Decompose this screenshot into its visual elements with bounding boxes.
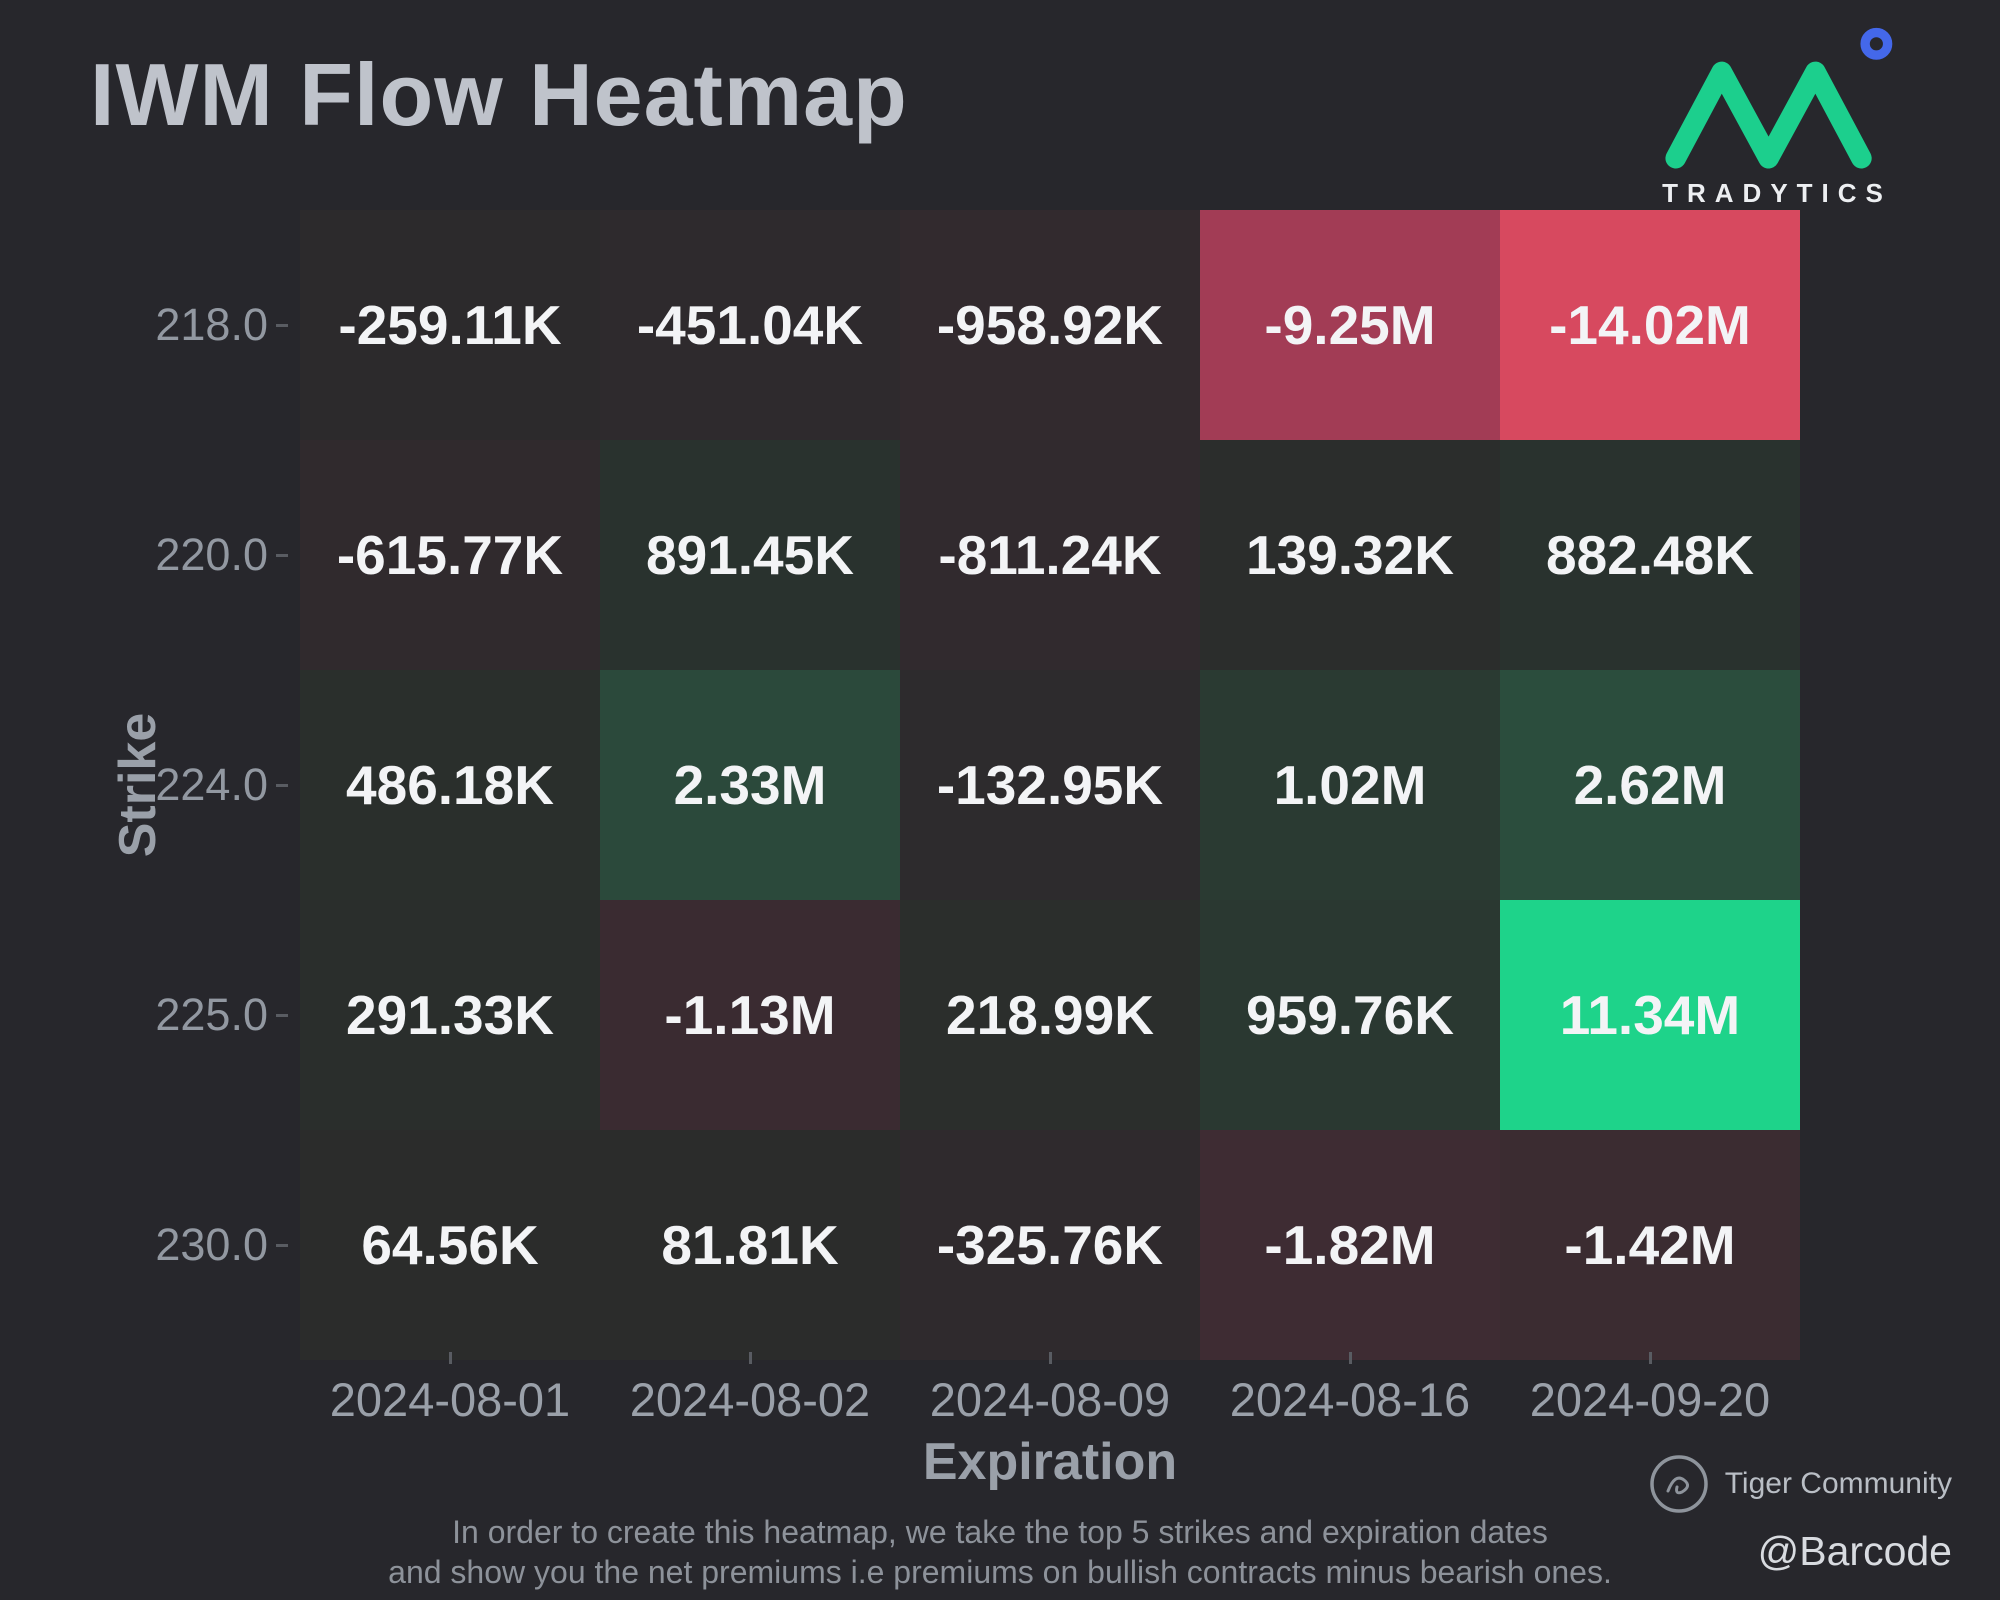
y-tick-label: 230.0 [0,1130,288,1360]
y-tick-label: 224.0 [0,670,288,900]
tradytics-logo-icon [1665,27,1893,169]
page-title: IWM Flow Heatmap [90,45,908,144]
heatmap-cell: 1.02M [1200,670,1500,900]
heatmap-cell: -259.11K [300,210,600,440]
x-tick-label: 2024-08-16 [1200,1352,1500,1427]
tiger-community-icon [1649,1455,1708,1513]
heatmap-cell: -132.95K [900,670,1200,900]
tradytics-wordmark: TRADYTICS [1662,178,1892,208]
heatmap-grid: -259.11K -451.04K -958.92K -9.25M -14.02M -61… [300,210,1800,1360]
heatmap-cell: -14.02M [1500,210,1800,440]
heatmap-cell: 882.48K [1500,440,1800,670]
heatmap-cell: 139.32K [1200,440,1500,670]
x-axis-title: Expiration [922,1433,1178,1491]
y-tick-label: 220.0 [0,440,288,670]
heatmap-cell: -1.13M [600,900,900,1130]
heatmap-cell: -811.24K [900,440,1200,670]
heatmap-cell: 81.81K [600,1130,900,1360]
heatmap-cell: 891.45K [600,440,900,670]
heatmap-cell: 11.34M [1500,900,1800,1130]
author-handle: @Barcode [1757,1528,1952,1574]
heatmap-cell: 2.62M [1500,670,1800,900]
heatmap-cell: 64.56K [300,1130,600,1360]
heatmap-cell: -615.77K [300,440,600,670]
y-tick-label: 218.0 [0,210,288,440]
tiger-community-badge: Tiger Community [1647,1452,1952,1516]
x-tick-label: 2024-08-02 [600,1352,900,1427]
heatmap-cell: 486.18K [300,670,600,900]
tiger-community-label: Tiger Community [1724,1467,1952,1500]
y-axis-tick-labels: 218.0 220.0 224.0 225.0 230.0 [0,210,288,1360]
heatmap-cell: 218.99K [900,900,1200,1130]
x-tick-label: 2024-08-01 [300,1352,600,1427]
heatmap-cell: 291.33K [300,900,600,1130]
heatmap-cell: 2.33M [600,670,900,900]
tradytics-brand: TRADYTICS [1642,26,1912,209]
footnote-line2: and show you the net premiums i.e premiu… [388,1554,1612,1590]
x-tick-label: 2024-09-20 [1500,1352,1800,1427]
x-tick-label: 2024-08-09 [900,1352,1200,1427]
heatmap-cell: -9.25M [1200,210,1500,440]
heatmap-cell: -1.82M [1200,1130,1500,1360]
heatmap-cell: -451.04K [600,210,900,440]
footnote: In order to create this heatmap, we take… [0,1512,2000,1592]
heatmap-cell: -958.92K [900,210,1200,440]
x-axis-tick-labels: 2024-08-01 2024-08-02 2024-08-09 2024-08-16… [300,1352,1800,1427]
heatmap-cell: -325.76K [900,1130,1200,1360]
heatmap-cell: -1.42M [1500,1130,1800,1360]
footnote-line1: In order to create this heatmap, we take… [452,1514,1548,1550]
y-tick-label: 225.0 [0,900,288,1130]
heatmap-cell: 959.76K [1200,900,1500,1130]
